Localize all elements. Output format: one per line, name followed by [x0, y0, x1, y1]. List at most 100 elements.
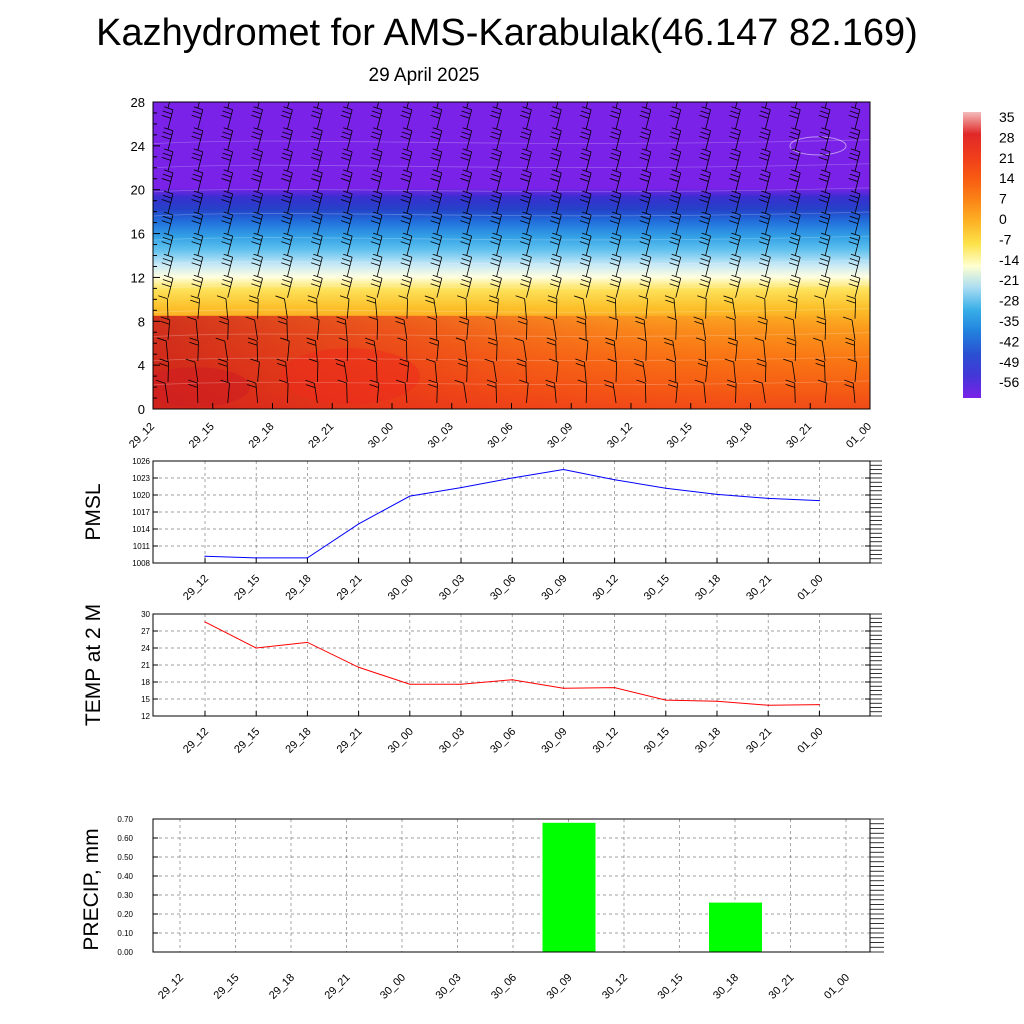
wind-barb-staff — [466, 109, 473, 130]
wind-barb-staff — [316, 109, 323, 130]
wind-barb — [429, 337, 440, 361]
wind-barb-flag — [785, 384, 795, 388]
wind-barb-flag — [549, 114, 560, 119]
wind-barb-flag — [791, 253, 801, 258]
wind-barb-flag — [756, 358, 767, 363]
wind-barb-flag — [605, 337, 615, 342]
wind-barb-flag — [431, 279, 441, 283]
wind-barb-flag — [819, 258, 830, 262]
wind-barb-staff — [287, 102, 290, 109]
wind-barb-flag — [786, 341, 796, 346]
wind-barb — [340, 274, 353, 298]
wind-barb-flag — [491, 279, 501, 283]
wind-barb-flag — [310, 178, 321, 182]
x-tick-label: 30_06 — [488, 726, 518, 756]
wind-barb-flag — [694, 379, 704, 384]
wind-barb-staff — [824, 130, 831, 151]
wind-barb-flag — [491, 173, 501, 178]
wind-barb — [705, 102, 708, 109]
wind-barb — [310, 253, 323, 277]
wind-barb-staff — [854, 278, 861, 298]
wind-barb-flag — [520, 220, 530, 224]
wind-barb-flag — [460, 241, 470, 246]
wind-barb-flag — [791, 169, 801, 174]
wind-barb-flag — [581, 106, 592, 111]
wind-barb-flag — [700, 110, 710, 115]
wind-barb-flag — [484, 358, 494, 363]
wind-barb-flag — [580, 194, 591, 199]
wind-barb-staff — [436, 236, 443, 256]
wind-barb-staff — [555, 193, 562, 214]
wind-barb-flag — [460, 156, 470, 161]
wind-barb-flag — [760, 152, 770, 157]
wind-barb — [845, 337, 856, 361]
wind-barb-flag — [700, 258, 710, 262]
wind-barb-flag — [491, 237, 501, 241]
wind-barb — [215, 337, 229, 361]
wind-barb-flag — [492, 106, 502, 111]
wind-barb — [609, 106, 622, 130]
wind-barb-flag — [162, 94, 171, 97]
x-tick-label: 30_12 — [605, 421, 635, 451]
wind-barb — [486, 379, 497, 404]
wind-barb-staff — [257, 102, 260, 109]
wind-barb-flag — [672, 86, 681, 89]
wind-barb-flag — [547, 295, 558, 300]
wind-barb — [251, 274, 263, 298]
wind-barb-staff — [585, 319, 587, 340]
wind-barb-flag — [697, 363, 708, 367]
wind-barb-flag — [849, 237, 859, 241]
wind-barb-staff — [227, 278, 234, 298]
wind-barb-staff — [197, 172, 204, 193]
wind-barb-flag — [791, 127, 801, 132]
wind-barb — [370, 274, 383, 298]
wind-barb — [669, 169, 682, 193]
wind-barb-staff — [675, 109, 682, 130]
wind-barb — [693, 316, 707, 340]
wind-barb-staff — [854, 361, 858, 382]
wind-barb — [754, 337, 766, 361]
wind-barb-flag — [819, 237, 830, 241]
wind-barb — [818, 169, 831, 193]
wind-barb-flag — [640, 215, 650, 220]
wind-barb-flag — [729, 283, 739, 288]
wind-barb-flag — [191, 262, 201, 267]
wind-barb — [609, 169, 622, 193]
x-tick-label: 29_18 — [247, 421, 277, 451]
wind-barb-staff — [585, 236, 592, 256]
wind-barb — [520, 253, 532, 277]
wind-barb-flag — [635, 320, 645, 325]
wind-barb-flag — [456, 295, 467, 300]
wind-barb-flag — [461, 237, 471, 241]
wind-barb — [606, 295, 617, 319]
wind-barb-flag — [341, 237, 352, 241]
wind-barb-flag — [402, 106, 413, 111]
wind-barb-flag — [431, 194, 441, 199]
wind-barb-flag — [516, 362, 527, 367]
wind-barb — [460, 169, 473, 193]
wind-barb-flag — [786, 337, 796, 342]
wind-barb-flag — [791, 86, 800, 89]
wind-barb-flag — [402, 148, 413, 153]
wind-barb-flag — [605, 341, 615, 346]
wind-barb-flag — [490, 94, 499, 97]
wind-barb-staff — [645, 236, 652, 256]
wind-barb-flag — [761, 86, 770, 89]
wind-barb-flag — [430, 178, 440, 182]
wind-barb-flag — [819, 110, 830, 115]
wind-barb-flag — [282, 90, 291, 93]
wind-barb-staff — [705, 193, 711, 214]
wind-barb-flag — [162, 237, 172, 241]
wind-barb-flag — [432, 148, 442, 153]
data-point — [358, 523, 360, 525]
wind-barb-flag — [850, 148, 861, 153]
wind-barb-flag — [251, 262, 261, 267]
wind-barb-staff — [854, 109, 861, 130]
wind-barb-flag — [639, 262, 649, 267]
wind-barb-flag — [724, 299, 734, 304]
wind-barb-flag — [403, 86, 412, 89]
data-point — [614, 479, 616, 481]
wind-barb-staff — [496, 151, 502, 172]
wind-barb-flag — [335, 363, 346, 367]
x-tick-label: 29_12 — [181, 726, 211, 756]
